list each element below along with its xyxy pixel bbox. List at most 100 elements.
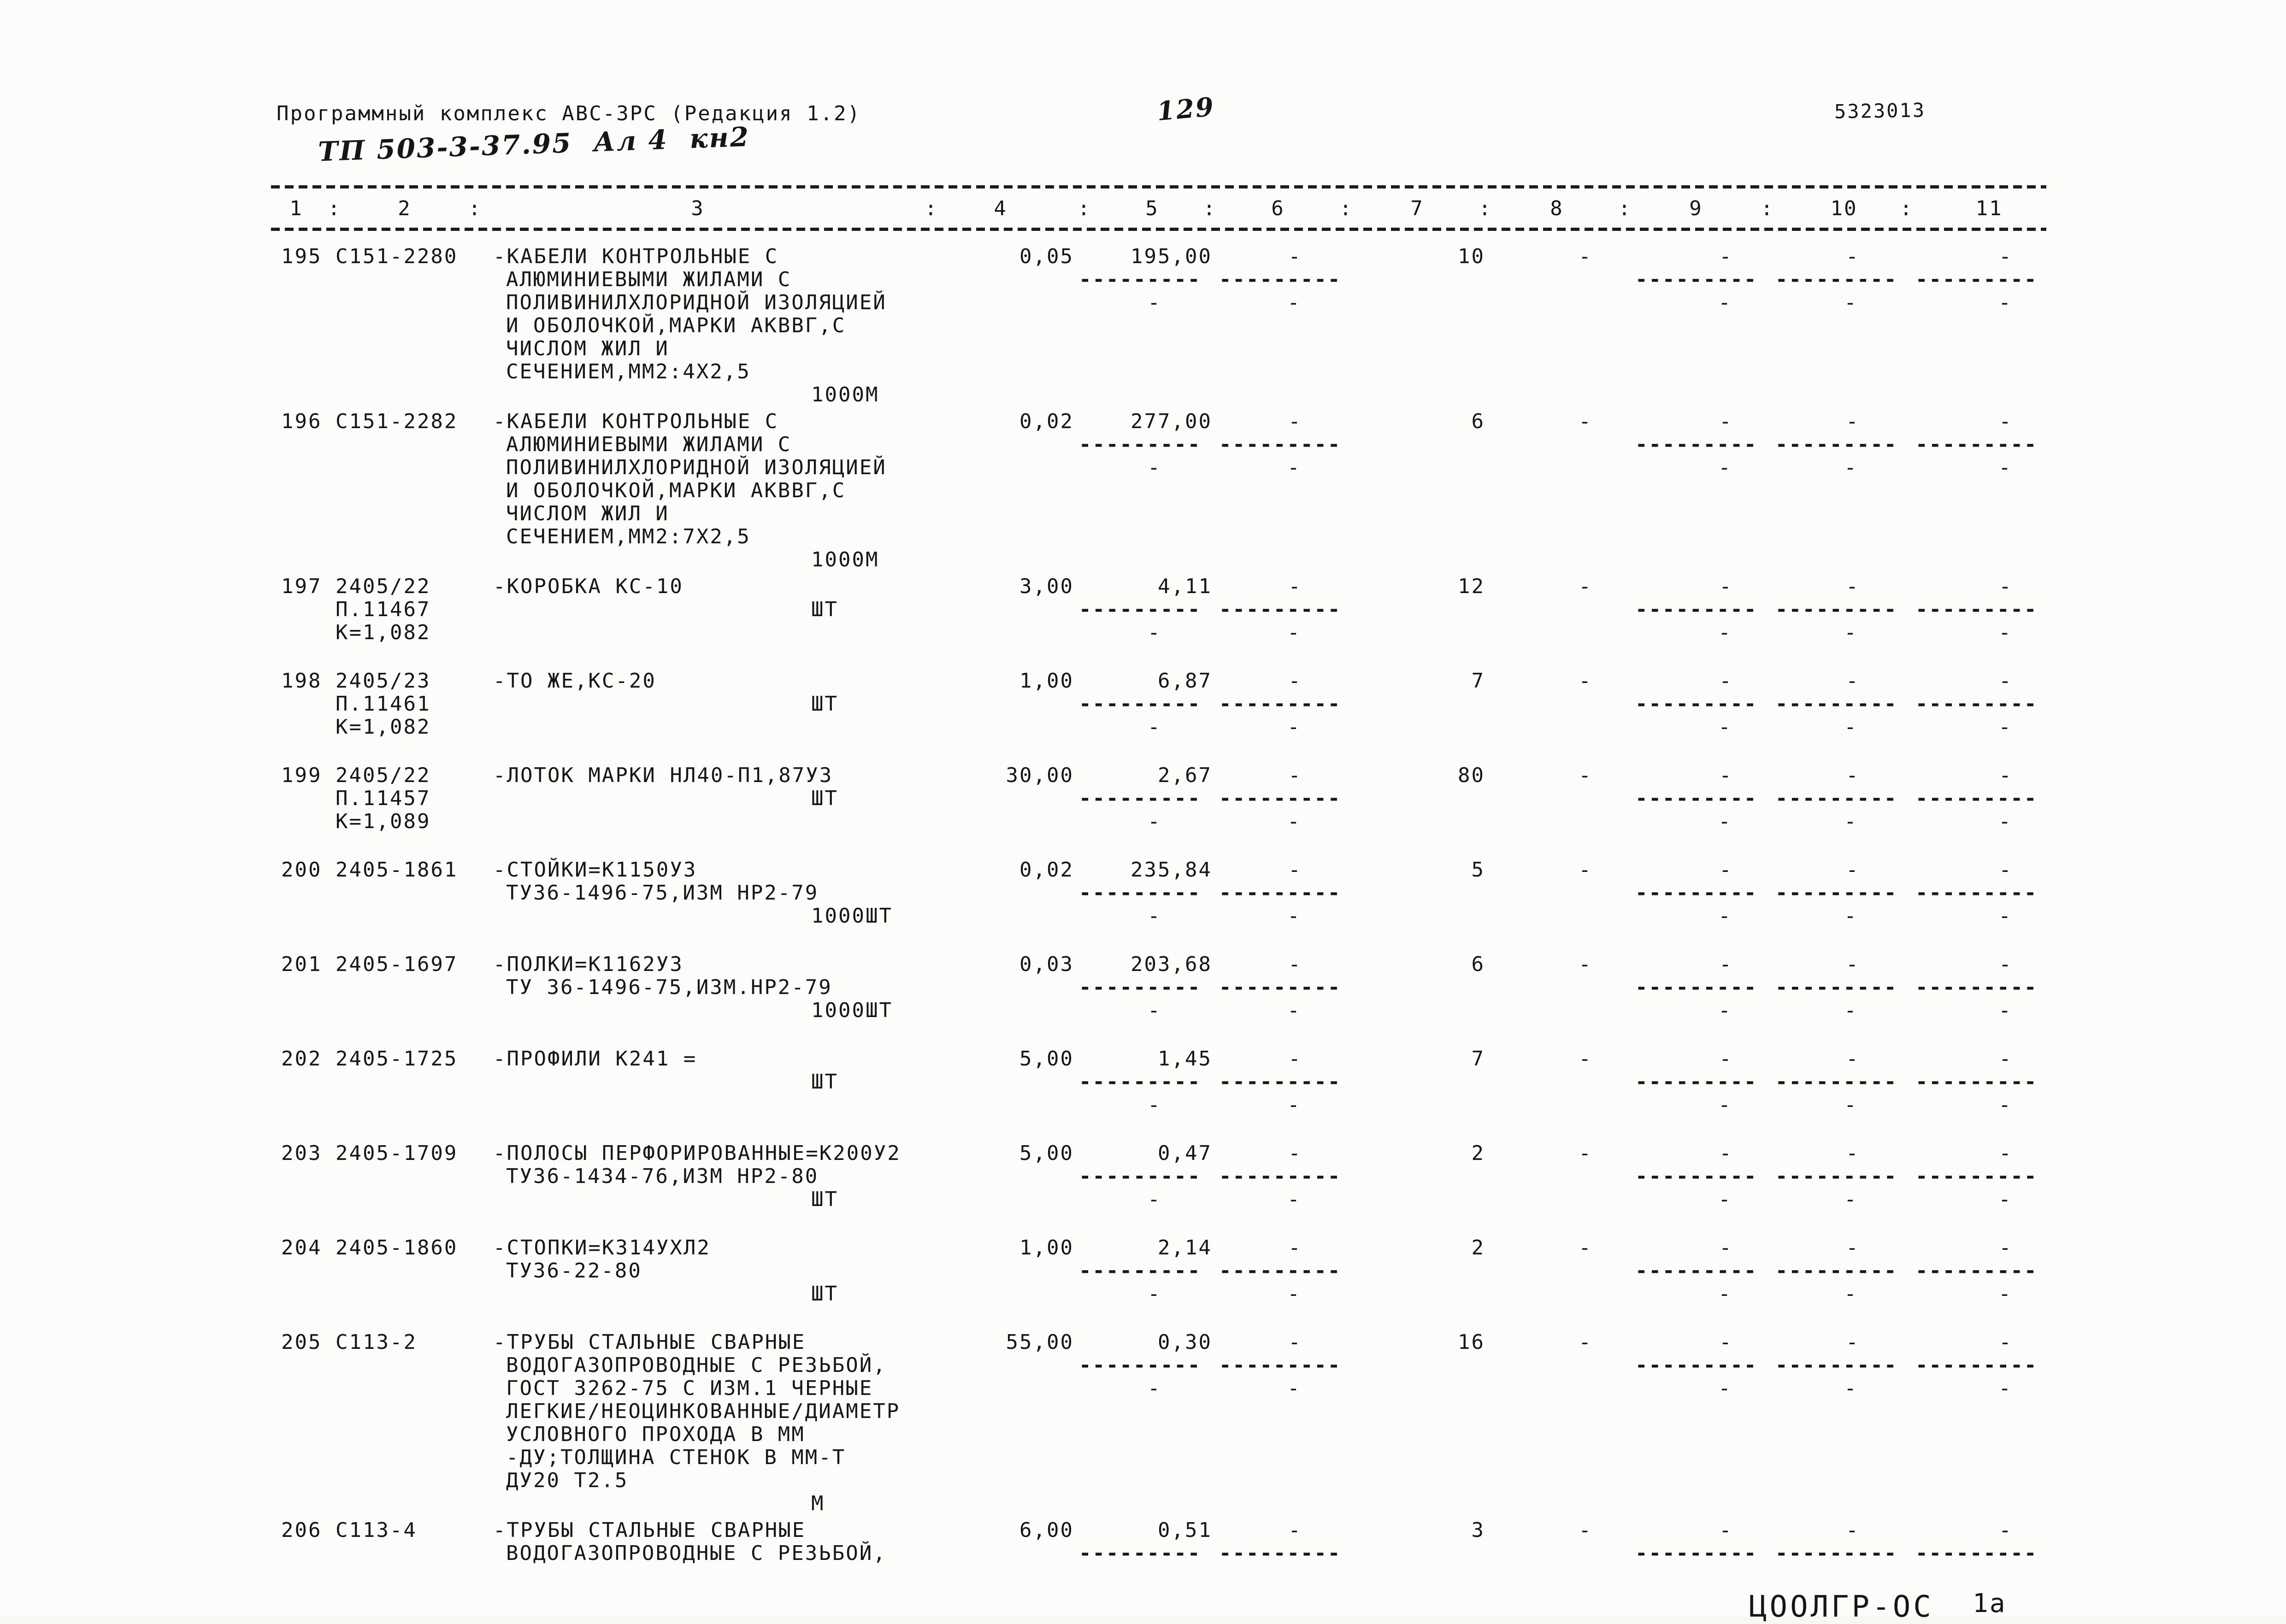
row-description-line: ГОСТ 3262-75 С ИЗМ.1 ЧЕРНЫЕ xyxy=(506,1377,873,1400)
row-description-line: ПОЛИВИНИЛХЛОРИДНОЙ ИЗОЛЯЦИЕЙ xyxy=(506,456,887,479)
row-count: 3 xyxy=(1471,1518,1485,1542)
row-count: 5 xyxy=(1471,858,1485,882)
row-empty-dash: - xyxy=(1288,858,1302,882)
row-count: 6 xyxy=(1471,953,1485,976)
row-empty-dash: - xyxy=(1718,1188,1732,1211)
row-empty-dash: - xyxy=(1718,621,1732,644)
row-empty-dash: - xyxy=(1579,1142,1592,1165)
row-item-number: 201 xyxy=(281,953,322,976)
column-header-label: 9 xyxy=(1689,197,1703,220)
column-header-separator: : xyxy=(1761,197,1774,220)
row-resource-code: 2405/22 xyxy=(336,764,431,787)
row-description-line: -СТОЙКИ=К1150У3 xyxy=(493,858,697,882)
row-empty-dash: - xyxy=(1719,1142,1733,1165)
row-dashed-underline: --------- xyxy=(1775,1353,1898,1377)
row-empty-dash: - xyxy=(1999,1330,2013,1354)
row-dashed-underline: --------- xyxy=(1915,433,2038,456)
row-item-number: 203 xyxy=(281,1142,322,1165)
column-header-separator: : xyxy=(1339,197,1353,220)
row-dashed-underline: --------- xyxy=(1635,598,1758,621)
row-dashed-underline: --------- xyxy=(1079,1353,1202,1377)
row-empty-dash: - xyxy=(1998,715,2012,739)
row-empty-dash: - xyxy=(1287,1377,1301,1400)
row-empty-dash: - xyxy=(1999,1142,2013,1165)
row-description-line: АЛЮМИНИЕВЫМИ ЖИЛАМИ С xyxy=(506,433,792,456)
row-dashed-underline: --------- xyxy=(1915,976,2038,999)
row-unit: ШТ xyxy=(811,787,838,810)
row-description-line: ТУ 36-1496-75,ИЗМ.НР2-79 xyxy=(506,976,832,999)
row-price: 235,84 xyxy=(1131,858,1212,882)
row-empty-dash: - xyxy=(1998,1093,2012,1117)
row-quantity: 5,00 xyxy=(1019,1142,1074,1165)
row-description-line: УСЛОВНОГО ПРОХОДА В ММ xyxy=(506,1423,805,1446)
row-description-line: ДУ20 Т2.5 xyxy=(506,1469,629,1492)
row-empty-dash: - xyxy=(1846,1330,1860,1354)
row-quantity: 0,05 xyxy=(1019,245,1074,268)
row-empty-dash: - xyxy=(1288,410,1302,433)
row-count: 16 xyxy=(1458,1330,1485,1354)
row-code-extra: П.11457 xyxy=(336,787,431,810)
row-description-line: ТУ36-1434-76,ИЗМ НР2-80 xyxy=(506,1165,819,1188)
column-header-label: 11 xyxy=(1975,197,2003,220)
row-empty-dash: - xyxy=(1579,410,1592,433)
row-empty-dash: - xyxy=(1844,904,1858,928)
row-empty-dash: - xyxy=(1148,904,1161,928)
row-dashed-underline: --------- xyxy=(1079,1259,1202,1283)
row-price: 6,87 xyxy=(1158,669,1212,693)
row-dashed-underline: --------- xyxy=(1775,1070,1898,1094)
row-code-extra: К=1,082 xyxy=(336,715,431,739)
row-empty-dash: - xyxy=(1718,999,1732,1022)
row-empty-dash: - xyxy=(1287,291,1301,314)
row-dashed-underline: --------- xyxy=(1635,1542,1758,1565)
footer-stamp: ЦООЛГР-ОС xyxy=(1749,1590,1934,1624)
row-item-number: 200 xyxy=(281,858,322,882)
row-unit: 1000М xyxy=(811,383,879,406)
row-empty-dash: - xyxy=(1288,245,1302,268)
row-empty-dash: - xyxy=(1999,410,2013,433)
row-empty-dash: - xyxy=(1579,764,1592,787)
row-dashed-underline: --------- xyxy=(1219,1259,1342,1283)
row-empty-dash: - xyxy=(1998,810,2012,833)
row-empty-dash: - xyxy=(1999,764,2013,787)
row-dashed-underline: --------- xyxy=(1079,692,1202,716)
row-count: 12 xyxy=(1458,575,1485,598)
row-empty-dash: - xyxy=(1999,575,2013,598)
row-item-number: 199 xyxy=(281,764,322,787)
row-description-line: -ПОЛКИ=К1162У3 xyxy=(493,953,683,976)
column-header-separator: : xyxy=(1618,197,1632,220)
row-description-line: СЕЧЕНИЕМ,ММ2:4Х2,5 xyxy=(506,360,751,383)
row-empty-dash: - xyxy=(1844,1093,1858,1117)
row-dashed-underline: --------- xyxy=(1219,976,1342,999)
row-quantity: 55,00 xyxy=(1006,1330,1074,1354)
row-empty-dash: - xyxy=(1719,764,1733,787)
row-dashed-underline: --------- xyxy=(1915,598,2038,621)
row-empty-dash: - xyxy=(1148,456,1161,479)
row-empty-dash: - xyxy=(1998,999,2012,1022)
row-item-number: 196 xyxy=(281,410,322,433)
row-empty-dash: - xyxy=(1579,953,1592,976)
row-dashed-underline: --------- xyxy=(1219,433,1342,456)
column-header-label: 6 xyxy=(1271,197,1285,220)
row-code-extra: К=1,089 xyxy=(336,810,431,833)
row-dashed-underline: --------- xyxy=(1079,1165,1202,1188)
row-empty-dash: - xyxy=(1148,291,1161,314)
row-empty-dash: - xyxy=(1719,1047,1733,1071)
column-header-separator: : xyxy=(1203,197,1217,220)
row-dashed-underline: --------- xyxy=(1635,1070,1758,1094)
row-empty-dash: - xyxy=(1148,999,1161,1022)
row-empty-dash: - xyxy=(1287,999,1301,1022)
row-description-line: -ЛОТОК МАРКИ НЛ40-П1,87У3 xyxy=(493,764,833,787)
row-quantity: 0,03 xyxy=(1019,953,1074,976)
row-empty-dash: - xyxy=(1287,904,1301,928)
row-description-line: СЕЧЕНИЕМ,ММ2:7Х2,5 xyxy=(506,525,751,548)
row-empty-dash: - xyxy=(1846,1518,1860,1542)
row-dashed-underline: --------- xyxy=(1079,976,1202,999)
row-quantity: 0,02 xyxy=(1019,410,1074,433)
row-empty-dash: - xyxy=(1718,810,1732,833)
column-header-label: 1 xyxy=(289,197,303,220)
row-description-line: -ТО ЖЕ,КС-20 xyxy=(493,669,656,693)
row-dashed-underline: --------- xyxy=(1635,692,1758,716)
row-description-line: -ТРУБЫ СТАЛЬНЫЕ СВАРНЫЕ xyxy=(493,1330,806,1354)
row-empty-dash: - xyxy=(1579,1518,1592,1542)
